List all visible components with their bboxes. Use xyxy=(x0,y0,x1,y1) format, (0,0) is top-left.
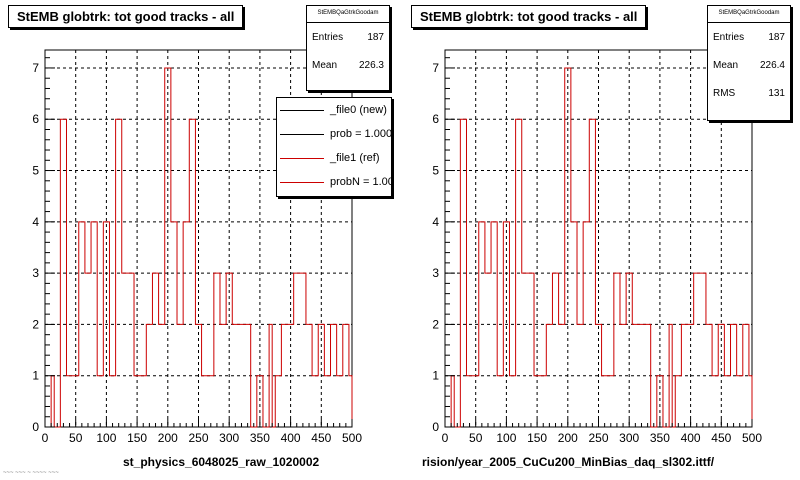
right-x-tick-label: 400 xyxy=(681,431,701,445)
right-y-tick-label: 2 xyxy=(432,317,439,331)
left-y-tick-label: 7 xyxy=(32,61,39,75)
legend-entry-prob: prob = 1.000000 xyxy=(277,122,391,146)
left-legend: _file0 (new) prob = 1.000000 _file1 (ref… xyxy=(276,97,392,197)
left-x-tick-label: 50 xyxy=(69,431,83,445)
left-y-tick-label: 4 xyxy=(32,215,39,229)
right-plot-panel: 0 50 100 150 200 250 300 350 400 450 500 0 1 2 3 4 5 6 7 S… xyxy=(400,0,800,480)
left-x-tick-label: 400 xyxy=(281,431,301,445)
left-x-tick-label: 250 xyxy=(188,431,208,445)
left-stats-entries-value: 187 xyxy=(367,31,384,43)
right-x-tick-label: 100 xyxy=(496,431,516,445)
legend-label-probn: probN = 1.000000 xyxy=(330,176,392,188)
right-stats-header: StEMBQaGtrkGoodam xyxy=(708,6,790,23)
legend-label-prob: prob = 1.000000 xyxy=(330,128,392,140)
left-stats-mean-label: Mean xyxy=(312,59,338,71)
right-stats-entries-row: Entries 187 xyxy=(708,23,790,51)
left-x-tick-label: 0 xyxy=(42,431,49,445)
footer-note: ~~~ ~~~ ~ ~~~~ ~~~ xyxy=(3,470,59,476)
right-y-tick-label: 1 xyxy=(432,369,439,383)
right-stats-mean-row: Mean 226.4 xyxy=(708,51,790,79)
left-y-tick-label: 6 xyxy=(32,112,39,126)
legend-entry-probn: probN = 1.000000 xyxy=(277,170,391,194)
right-stats-rms-value: 131 xyxy=(768,87,785,99)
right-histogram-series xyxy=(445,67,753,428)
left-stats-entries-label: Entries xyxy=(312,31,344,43)
right-y-tick-label: 7 xyxy=(432,61,439,75)
right-x-tick-label: 500 xyxy=(742,431,762,445)
legend-line-black xyxy=(280,109,324,111)
left-stats-mean-row: Mean 226.3 xyxy=(307,51,389,79)
right-y-tick-label: 5 xyxy=(432,164,439,178)
right-x-tick-label: 50 xyxy=(469,431,483,445)
left-x-tick-label: 500 xyxy=(342,431,362,445)
right-x-tick-label: 350 xyxy=(650,431,670,445)
right-y-tick-label: 0 xyxy=(432,420,439,434)
legend-entry-file1: _file1 (ref) xyxy=(277,146,391,170)
legend-label-file1: _file1 (ref) xyxy=(330,152,380,164)
legend-label-file0: _file0 (new) xyxy=(330,104,387,116)
legend-line-red xyxy=(280,157,324,159)
right-y-tick-label: 4 xyxy=(432,215,439,229)
right-stats-entries-label: Entries xyxy=(713,31,745,43)
right-stats-rms-label: RMS xyxy=(713,87,736,99)
legend-line-black xyxy=(280,133,324,135)
left-plot-panel: 0 50 100 150 200 250 300 350 400 450 500 0 1 2 3 4 5 6 7 S… xyxy=(8,5,392,469)
legend-entry-file0: _file0 (new) xyxy=(277,98,391,122)
right-x-tick-label: 450 xyxy=(711,431,731,445)
right-stats-rms-row: RMS 131 xyxy=(708,79,790,107)
right-x-tick-label: 150 xyxy=(527,431,547,445)
left-x-tick-label: 100 xyxy=(96,431,116,445)
right-x-tick-label: 200 xyxy=(558,431,578,445)
left-y-tick-label: 5 xyxy=(32,164,39,178)
left-stats-mean-value: 226.3 xyxy=(358,59,384,71)
left-x-tick-label: 350 xyxy=(250,431,270,445)
right-stats-mean-value: 226.4 xyxy=(759,59,785,71)
left-stats-box: StEMBQaGtrkGoodam Entries 187 Mean 226.3 xyxy=(306,5,390,91)
right-x-axis-label: rision/year_2005_CuCu200_MinBias_daq_sl3… xyxy=(422,455,715,469)
left-x-axis-label: st_physics_6048025_raw_1020002 xyxy=(123,455,320,469)
left-x-tick-label: 150 xyxy=(127,431,147,445)
left-y-tick-label: 0 xyxy=(32,420,39,434)
left-y-tick-label: 3 xyxy=(32,266,39,280)
left-stats-header: StEMBQaGtrkGoodam xyxy=(307,6,389,23)
right-plot-title: StEMB globtrk: tot good tracks - all xyxy=(411,5,647,28)
right-stats-box: StEMBQaGtrkGoodam Entries 187 Mean 226.4… xyxy=(707,5,791,121)
left-y-tick-label: 1 xyxy=(32,369,39,383)
left-plot-title: StEMB globtrk: tot good tracks - all xyxy=(8,5,244,28)
legend-line-red xyxy=(280,181,324,183)
left-x-tick-label: 450 xyxy=(311,431,331,445)
right-stats-entries-value: 187 xyxy=(768,31,785,43)
right-y-tick-label: 3 xyxy=(432,266,439,280)
left-histogram-series xyxy=(45,67,353,428)
right-y-tick-label: 6 xyxy=(432,112,439,126)
right-stats-mean-label: Mean xyxy=(713,59,739,71)
left-y-tick-label: 2 xyxy=(32,317,39,331)
right-x-tick-label: 250 xyxy=(588,431,608,445)
right-x-tick-label: 0 xyxy=(442,431,449,445)
right-histogram-plot: 0 50 100 150 200 250 300 350 400 450 500 0 1 2 3 4 5 6 7 xyxy=(432,49,762,445)
left-x-tick-label: 200 xyxy=(158,431,178,445)
left-stats-entries-row: Entries 187 xyxy=(307,23,389,51)
left-x-tick-label: 300 xyxy=(219,431,239,445)
right-x-tick-label: 300 xyxy=(619,431,639,445)
